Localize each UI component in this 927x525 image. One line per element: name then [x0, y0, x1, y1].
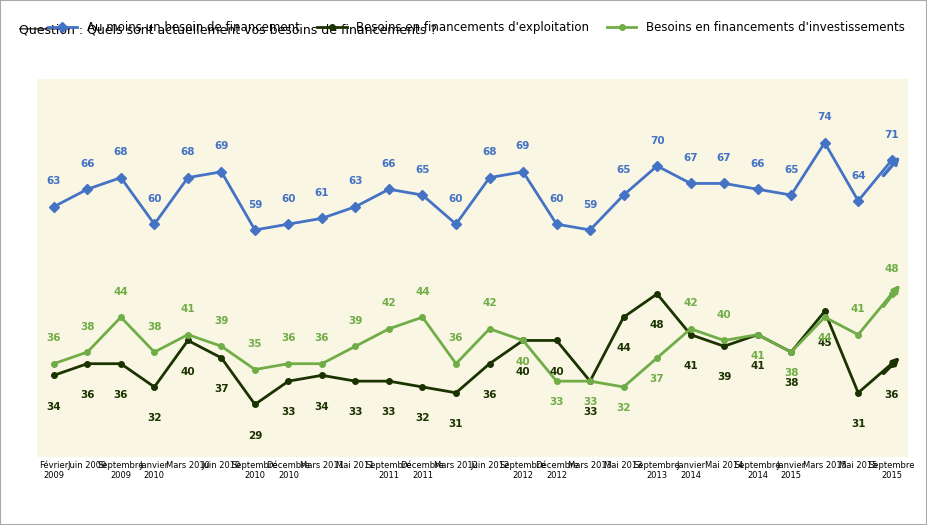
Text: 37: 37: [214, 384, 229, 394]
Text: 31: 31: [851, 419, 866, 429]
Text: 32: 32: [147, 413, 161, 423]
Text: 32: 32: [415, 413, 430, 423]
Text: 41: 41: [750, 351, 765, 361]
Text: 74: 74: [818, 112, 832, 122]
Text: 59: 59: [248, 200, 262, 209]
Text: 66: 66: [750, 159, 765, 169]
Text: 42: 42: [482, 298, 497, 309]
Text: 68: 68: [482, 147, 497, 157]
Text: 33: 33: [281, 407, 296, 417]
Text: 66: 66: [382, 159, 396, 169]
Text: 40: 40: [181, 366, 196, 376]
Text: 41: 41: [181, 304, 196, 314]
Text: 34: 34: [314, 402, 329, 412]
Text: 44: 44: [616, 343, 631, 353]
Text: 40: 40: [515, 356, 530, 366]
Text: Question : Quels sont actuellement vos besoins de financements ?: Question : Quels sont actuellement vos b…: [19, 24, 437, 37]
Text: 39: 39: [349, 316, 362, 326]
Text: 33: 33: [583, 407, 597, 417]
Text: 39: 39: [717, 372, 731, 382]
Text: 44: 44: [113, 287, 128, 297]
Text: 41: 41: [851, 304, 866, 314]
Text: 33: 33: [583, 397, 597, 407]
Text: 29: 29: [248, 430, 262, 440]
Text: 39: 39: [214, 316, 229, 326]
Text: 71: 71: [884, 130, 899, 140]
Text: 67: 67: [717, 153, 731, 163]
Text: 45: 45: [818, 338, 832, 348]
Text: 44: 44: [818, 333, 832, 343]
Text: 48: 48: [650, 320, 665, 330]
Text: 36: 36: [46, 333, 61, 343]
Text: 36: 36: [482, 390, 497, 400]
Legend: Au moins un besoin de financement, Besoins en financements d'exploitation, Besoi: Au moins un besoin de financement, Besoi…: [43, 17, 909, 39]
Text: 65: 65: [784, 165, 798, 175]
Text: 59: 59: [583, 200, 597, 209]
Text: 33: 33: [349, 407, 362, 417]
Text: 41: 41: [750, 361, 765, 371]
Text: 69: 69: [515, 141, 530, 151]
Text: 65: 65: [616, 165, 631, 175]
Text: 60: 60: [147, 194, 161, 204]
Text: 36: 36: [114, 390, 128, 400]
Text: 41: 41: [683, 361, 698, 371]
Text: 40: 40: [515, 366, 530, 376]
Text: 36: 36: [314, 333, 329, 343]
Text: 35: 35: [248, 339, 262, 349]
Text: 32: 32: [616, 403, 631, 413]
Text: 60: 60: [550, 194, 564, 204]
Text: 60: 60: [449, 194, 464, 204]
Text: 48: 48: [884, 264, 899, 274]
Text: 38: 38: [784, 378, 798, 388]
Text: 37: 37: [650, 374, 665, 384]
Text: 34: 34: [46, 402, 61, 412]
Text: 63: 63: [46, 176, 61, 186]
Text: 40: 40: [549, 366, 564, 376]
Text: 36: 36: [281, 333, 296, 343]
Text: 64: 64: [851, 171, 866, 181]
Text: 67: 67: [683, 153, 698, 163]
Text: 36: 36: [884, 390, 899, 400]
Text: 33: 33: [382, 407, 396, 417]
Text: 44: 44: [415, 287, 430, 297]
Text: 38: 38: [80, 322, 95, 332]
Text: 61: 61: [314, 188, 329, 198]
Text: 60: 60: [281, 194, 296, 204]
Text: 68: 68: [181, 147, 196, 157]
Text: 42: 42: [382, 298, 397, 309]
Text: 66: 66: [80, 159, 95, 169]
Text: 42: 42: [683, 298, 698, 309]
Text: 63: 63: [349, 176, 362, 186]
Text: 36: 36: [80, 390, 95, 400]
Text: 38: 38: [784, 368, 798, 378]
Text: 65: 65: [415, 165, 430, 175]
Text: 31: 31: [449, 419, 464, 429]
Text: 38: 38: [147, 322, 161, 332]
Text: 70: 70: [650, 135, 665, 145]
Text: 33: 33: [550, 397, 564, 407]
Text: 40: 40: [717, 310, 731, 320]
Text: 69: 69: [214, 141, 229, 151]
Text: 36: 36: [449, 333, 464, 343]
Text: 68: 68: [114, 147, 128, 157]
